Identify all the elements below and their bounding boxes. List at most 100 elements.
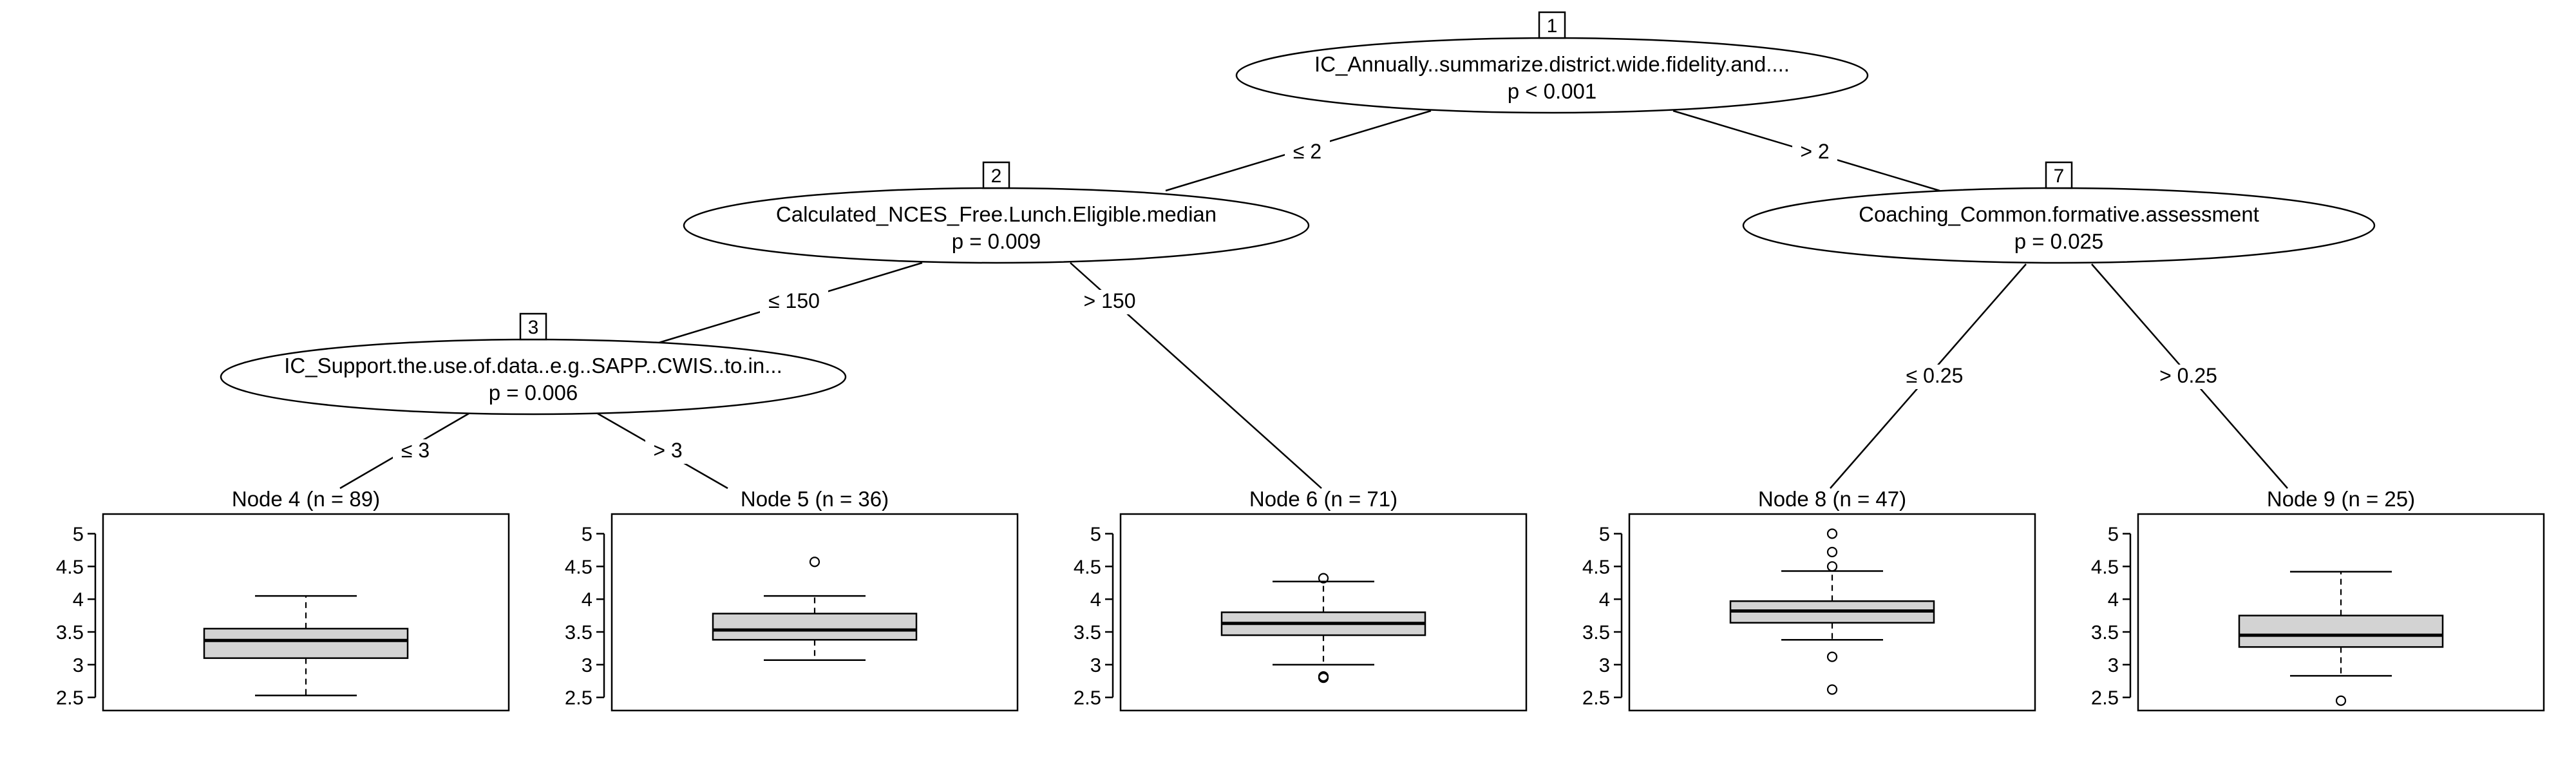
y-tick-label: 2.5 [565, 687, 592, 709]
edge-label-text: ≤ 2 [1293, 140, 1321, 163]
y-axis: 5 4.5 4 3.5 3 2.5 [1074, 523, 1114, 709]
inner-node-1: 1 IC_Annually..summarize.district.wide.fi… [1235, 11, 1869, 114]
edge-label-text: > 0.25 [2159, 364, 2217, 387]
edge-label-bg [760, 290, 828, 314]
y-tick-label: 5 [1599, 523, 1610, 546]
node-p-value: p = 0.025 [2014, 229, 2104, 253]
y-tick-label: 2.5 [2091, 687, 2119, 709]
node-p-value: p = 0.009 [952, 229, 1041, 253]
outlier-point [1826, 651, 1838, 662]
terminal-node-5: Node 5 (n = 36) 5 4.5 4 3.5 3 2.5 [565, 487, 1019, 712]
edge-label-bg [1075, 290, 1144, 314]
edge-label-bg [393, 439, 438, 464]
edge-label-text: > 2 [1800, 140, 1829, 163]
outlier-point [1826, 684, 1838, 695]
node-variable-label: IC_Support.the.use.of.data..e.g..SAPP..C… [284, 354, 782, 377]
edge-label-text: ≤ 0.25 [1906, 364, 1964, 387]
edge-label-bg [1895, 365, 1975, 389]
terminal-node-title: Node 8 (n = 47) [1758, 487, 1906, 511]
node-id-label: 1 [1547, 15, 1558, 37]
y-tick-label: 4 [2108, 588, 2119, 611]
y-tick-label: 2.5 [1582, 687, 1610, 709]
outlier-point [1318, 673, 1329, 683]
inner-node-2: 2 Calculated_NCES_Free.Lunch.Eligible.med… [683, 161, 1310, 264]
boxplot [712, 557, 918, 661]
node-id-box [2045, 161, 2073, 189]
inner-node-3: 3 IC_Support.the.use.of.data..e.g..SAPP..… [220, 312, 847, 415]
node-id-box [982, 161, 1010, 189]
y-tick-label: 4.5 [1074, 555, 1101, 578]
y-tick-label: 5 [73, 523, 84, 546]
node-id-label: 2 [991, 166, 1002, 187]
y-tick-label: 3.5 [1074, 621, 1101, 644]
edge-label-3-5: > 3 [645, 439, 690, 464]
terminal-node-9: Node 9 (n = 25) 5 4.5 4 3.5 3 2.5 [2091, 487, 2545, 712]
edge-label-text: > 150 [1084, 289, 1136, 312]
edge-label-7-9: > 0.25 [2148, 364, 2228, 389]
terminal-node-title: Node 6 (n = 71) [1249, 487, 1397, 511]
y-tick-label: 5 [2108, 523, 2119, 546]
plot-frame [102, 513, 510, 712]
iqr-box [203, 627, 409, 659]
iqr-box [2238, 615, 2444, 648]
node-id-box [1538, 11, 1566, 39]
edge-label-bg [1285, 140, 1330, 165]
terminal-node-title: Node 9 (n = 25) [2267, 487, 2415, 511]
y-tick-label: 2.5 [1074, 687, 1101, 709]
edge-label-7-8: ≤ 0.25 [1895, 364, 1975, 389]
edge-label-bg [1792, 140, 1837, 165]
edge-label-2-6: > 150 [1075, 289, 1144, 314]
edge-label-text: ≤ 3 [401, 439, 430, 462]
terminal-node-4: Node 4 (n = 89) 5 4.5 4 3.5 3 2.5 [56, 487, 510, 712]
outlier-point [1826, 561, 1838, 572]
y-tick-label: 3 [1599, 654, 1610, 676]
y-tick-label: 4 [73, 588, 84, 611]
terminal-node-6: Node 6 (n = 71) 5 4.5 4 3.5 3 2.5 [1074, 487, 1528, 712]
outlier-point [1826, 528, 1838, 539]
outlier-point [1826, 546, 1838, 558]
edge-label-text: ≤ 150 [768, 289, 820, 312]
boxplot [1220, 573, 1426, 683]
edge-label-bg [2148, 365, 2228, 389]
outlier-point [809, 557, 820, 568]
outlier-point [1318, 573, 1329, 584]
iqr-box [712, 613, 918, 641]
node-id-label: 7 [2054, 166, 2065, 187]
boxplot [2238, 571, 2444, 706]
node-p-value: p = 0.006 [489, 381, 578, 405]
edge-label-2-3: ≤ 150 [760, 289, 828, 314]
node-p-value: p < 0.001 [1508, 79, 1597, 103]
edge-label-text: > 3 [653, 439, 682, 462]
edge-label-1-7: > 2 [1792, 140, 1837, 165]
node-id-box [519, 312, 547, 341]
y-tick-label: 3 [1090, 654, 1101, 676]
boxplot [1729, 528, 1935, 695]
y-tick-label: 4.5 [56, 555, 84, 578]
y-tick-label: 3 [582, 654, 592, 676]
y-tick-label: 4 [582, 588, 592, 611]
y-axis: 5 4.5 4 3.5 3 2.5 [565, 523, 605, 709]
terminal-node-title: Node 5 (n = 36) [741, 487, 889, 511]
node-variable-label: Calculated_NCES_Free.Lunch.Eligible.medi… [776, 202, 1217, 226]
y-tick-label: 3.5 [2091, 621, 2119, 644]
y-tick-label: 4.5 [565, 555, 592, 578]
boxplot [203, 595, 409, 696]
outlier-point [2335, 695, 2347, 706]
y-tick-label: 2.5 [56, 687, 84, 709]
edge-label-bg [645, 439, 690, 464]
y-tick-label: 4.5 [2091, 555, 2119, 578]
edge-label-1-2: ≤ 2 [1285, 140, 1330, 165]
node-variable-label: IC_Annually..summarize.district.wide.fid… [1314, 52, 1790, 76]
y-tick-label: 5 [582, 523, 592, 546]
y-axis: 5 4.5 4 3.5 3 2.5 [1582, 523, 1623, 709]
y-tick-label: 3.5 [565, 621, 592, 644]
tree-edges [339, 110, 2288, 490]
y-tick-label: 4 [1599, 588, 1610, 611]
y-axis: 5 4.5 4 3.5 3 2.5 [2091, 523, 2132, 709]
y-tick-label: 4.5 [1582, 555, 1610, 578]
y-axis: 5 4.5 4 3.5 3 2.5 [56, 523, 97, 709]
node-variable-label: Coaching_Common.formative.assessment [1859, 202, 2259, 226]
y-tick-label: 3.5 [56, 621, 84, 644]
